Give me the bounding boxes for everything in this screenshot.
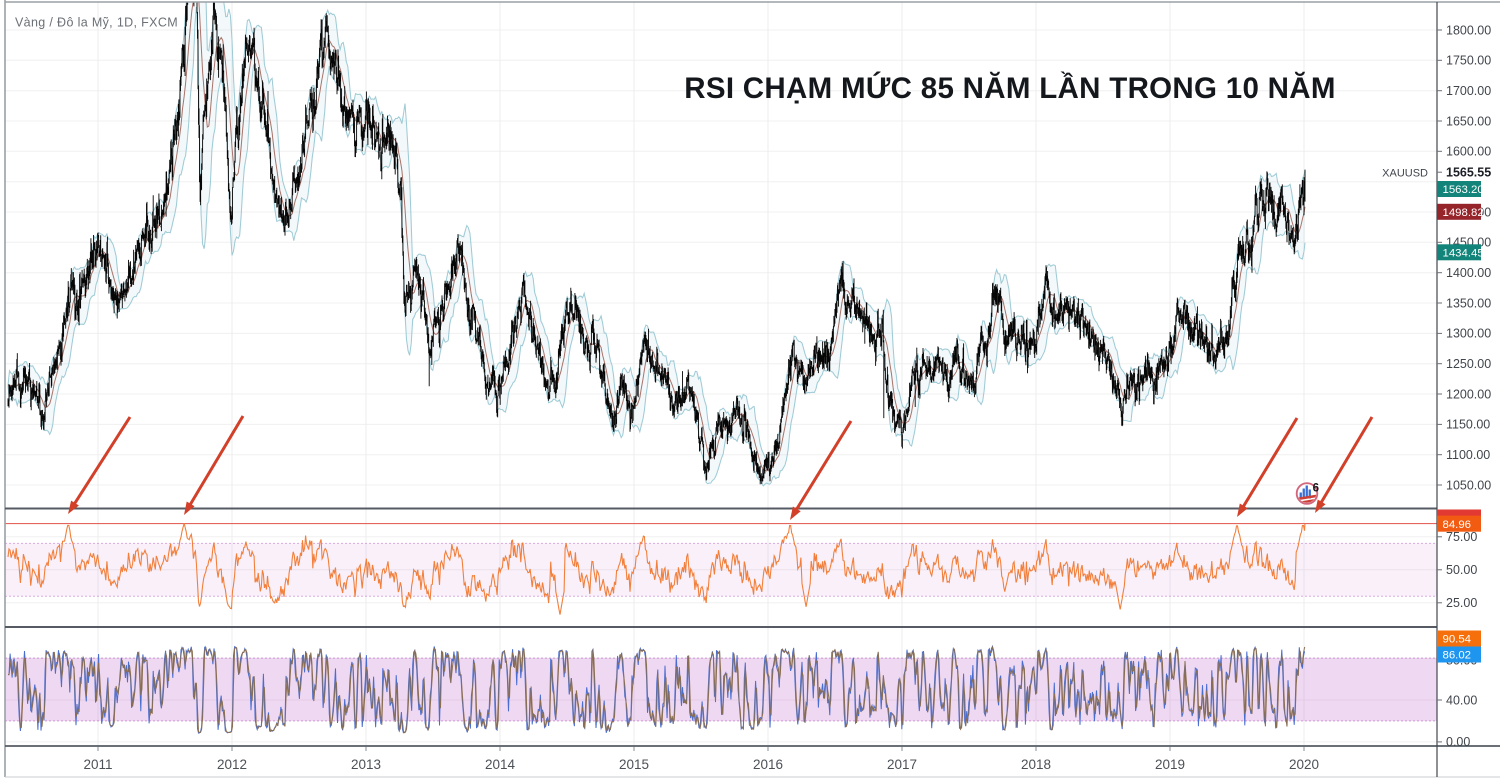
svg-text:25.00: 25.00 xyxy=(1446,596,1477,610)
svg-text:6: 6 xyxy=(1313,483,1319,495)
svg-text:1300.00: 1300.00 xyxy=(1446,327,1491,341)
svg-text:2020: 2020 xyxy=(1289,757,1319,772)
svg-text:1750.00: 1750.00 xyxy=(1446,54,1491,68)
svg-text:1150.00: 1150.00 xyxy=(1446,418,1490,432)
svg-text:2019: 2019 xyxy=(1155,757,1185,772)
svg-text:2018: 2018 xyxy=(1021,757,1051,772)
svg-text:2012: 2012 xyxy=(217,757,247,772)
svg-text:90.54: 90.54 xyxy=(1443,634,1472,646)
svg-text:84.96: 84.96 xyxy=(1443,519,1472,531)
svg-text:1650.00: 1650.00 xyxy=(1446,114,1491,128)
svg-text:XAUUSD: XAUUSD xyxy=(1382,168,1428,180)
svg-text:1200.00: 1200.00 xyxy=(1446,387,1491,401)
svg-text:1800.00: 1800.00 xyxy=(1446,23,1491,37)
svg-text:Vàng / Đô la Mỹ, 1D, FXCM: Vàng / Đô la Mỹ, 1D, FXCM xyxy=(15,16,178,30)
svg-text:1050.00: 1050.00 xyxy=(1446,478,1491,492)
svg-text:2017: 2017 xyxy=(887,757,917,772)
svg-text:0.00: 0.00 xyxy=(1446,735,1470,749)
svg-text:40.00: 40.00 xyxy=(1446,693,1477,707)
svg-text:1400.00: 1400.00 xyxy=(1446,266,1491,280)
svg-text:1250.00: 1250.00 xyxy=(1446,357,1491,371)
svg-text:RSI CHẠM MỨC 85 NĂM LẦN TRONG: RSI CHẠM MỨC 85 NĂM LẦN TRONG 10 NĂM xyxy=(684,71,1336,105)
svg-text:2013: 2013 xyxy=(351,757,381,772)
svg-text:50.00: 50.00 xyxy=(1446,563,1477,577)
svg-text:1100.00: 1100.00 xyxy=(1446,448,1490,462)
svg-text:1565.55: 1565.55 xyxy=(1446,166,1491,180)
svg-text:2015: 2015 xyxy=(619,757,649,772)
svg-text:1700.00: 1700.00 xyxy=(1446,84,1491,98)
svg-text:86.02: 86.02 xyxy=(1443,650,1472,662)
svg-text:1600.00: 1600.00 xyxy=(1446,145,1491,159)
svg-text:1563.20: 1563.20 xyxy=(1443,184,1484,196)
svg-text:1350.00: 1350.00 xyxy=(1446,296,1491,310)
svg-text:75.00: 75.00 xyxy=(1446,530,1477,544)
svg-text:2011: 2011 xyxy=(83,757,112,772)
svg-text:1498.82: 1498.82 xyxy=(1443,207,1484,219)
svg-text:2016: 2016 xyxy=(753,757,783,772)
svg-text:2014: 2014 xyxy=(485,757,516,772)
svg-text:1434.45: 1434.45 xyxy=(1443,248,1484,260)
